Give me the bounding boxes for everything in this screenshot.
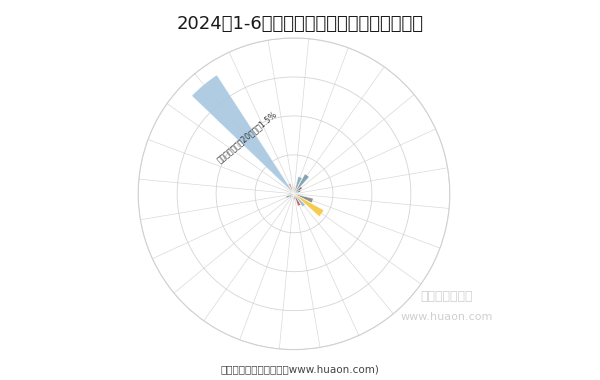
Text: 广西原保险保费20亿，占1.5%: 广西原保险保费20亿，占1.5% (215, 110, 279, 165)
Bar (292, 193, 294, 194)
Bar (291, 194, 294, 198)
Bar (291, 194, 294, 195)
Bar (294, 194, 296, 200)
Bar (293, 194, 294, 197)
Bar (292, 187, 294, 194)
Text: www.huaon.com: www.huaon.com (401, 312, 493, 322)
Bar (294, 177, 302, 194)
Bar (286, 194, 294, 198)
Bar (294, 193, 298, 194)
Bar (294, 190, 301, 194)
Text: 制图：华经产业研究院（www.huaon.com): 制图：华经产业研究院（www.huaon.com) (221, 364, 379, 374)
Bar (289, 194, 294, 198)
Bar (294, 174, 309, 194)
Bar (294, 194, 313, 203)
Bar (292, 192, 294, 194)
Bar (294, 194, 305, 207)
Bar (294, 194, 324, 217)
Bar (288, 183, 294, 194)
Bar (294, 187, 302, 194)
Bar (294, 194, 297, 195)
Bar (294, 194, 301, 206)
Text: 2024年1-6月广西原保险保费占全国收入比重: 2024年1-6月广西原保险保费占全国收入比重 (176, 15, 424, 33)
Bar (294, 190, 295, 194)
Text: 华经产业研究院: 华经产业研究院 (421, 290, 473, 303)
Bar (192, 75, 294, 194)
Bar (290, 192, 294, 194)
Bar (292, 194, 294, 199)
